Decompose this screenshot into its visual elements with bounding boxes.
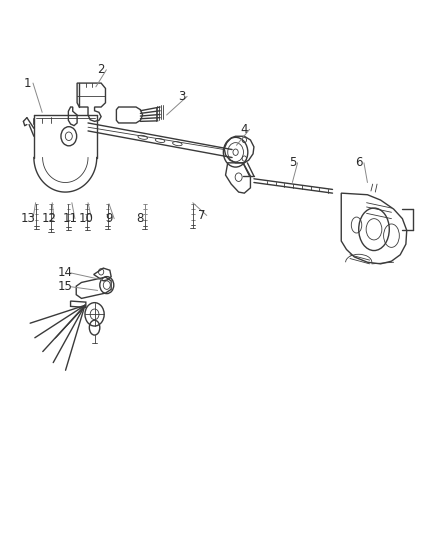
Text: 3: 3 bbox=[178, 90, 186, 103]
Text: 1: 1 bbox=[24, 77, 32, 90]
Text: 12: 12 bbox=[41, 212, 56, 225]
Text: 6: 6 bbox=[355, 156, 363, 169]
Text: 11: 11 bbox=[62, 212, 77, 225]
Text: 13: 13 bbox=[20, 212, 35, 225]
Text: 9: 9 bbox=[105, 212, 113, 225]
Text: 10: 10 bbox=[79, 212, 94, 225]
Ellipse shape bbox=[138, 135, 148, 139]
Text: 15: 15 bbox=[58, 280, 73, 293]
Text: 14: 14 bbox=[58, 266, 73, 279]
Text: 7: 7 bbox=[198, 209, 205, 222]
Text: 4: 4 bbox=[240, 123, 248, 136]
Text: 2: 2 bbox=[97, 63, 105, 76]
Ellipse shape bbox=[155, 139, 165, 142]
Text: 8: 8 bbox=[136, 212, 143, 225]
Text: 5: 5 bbox=[289, 156, 296, 169]
Ellipse shape bbox=[173, 142, 182, 146]
